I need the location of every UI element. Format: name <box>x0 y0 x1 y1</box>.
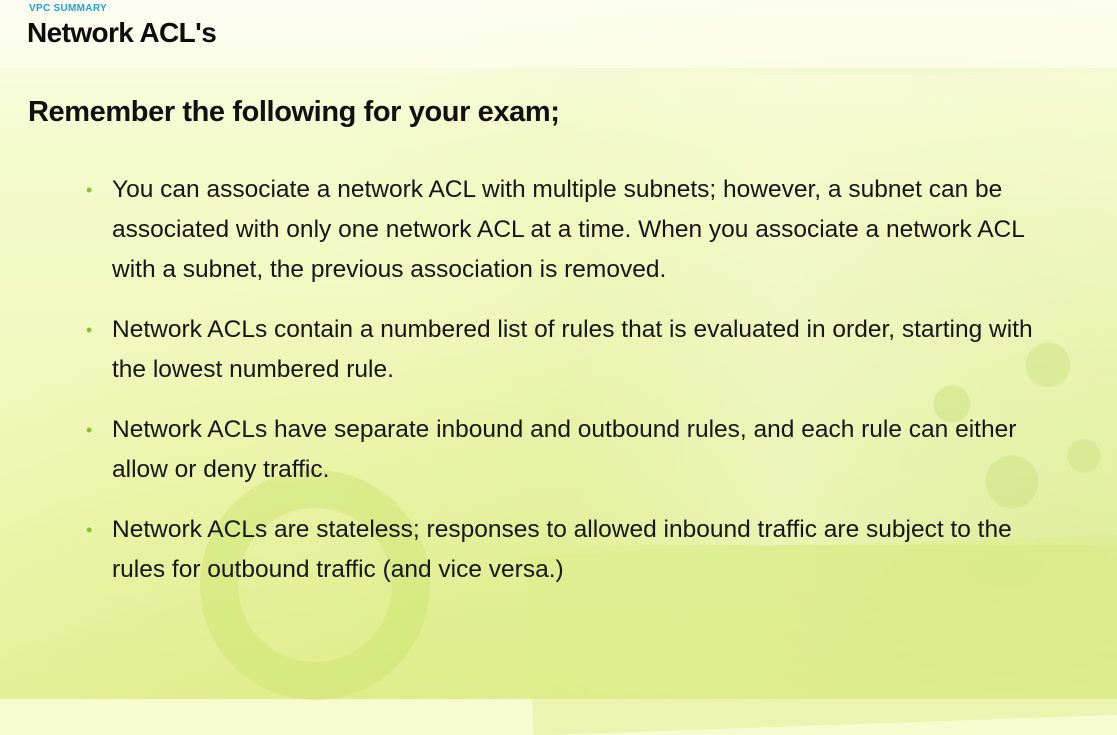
bullet-text: You can associate a network ACL with mul… <box>112 176 1024 283</box>
bullet-text: Network ACLs are stateless; responses to… <box>112 516 1012 583</box>
section-eyebrow: VPC SUMMARY <box>29 3 107 14</box>
background-window-light <box>560 75 1117 545</box>
bullet-item: • You can associate a network ACL with m… <box>86 170 1046 290</box>
background-plant <box>880 300 1117 560</box>
bullet-dot-icon: • <box>86 520 93 540</box>
bullet-item: • Network ACLs contain a numbered list o… <box>86 310 1046 390</box>
bullet-item: • Network ACLs are stateless; responses … <box>86 510 1046 590</box>
slide-subtitle: Remember the following for your exam; <box>28 96 560 128</box>
bullet-list: • You can associate a network ACL with m… <box>86 170 1046 610</box>
bullet-dot-icon: • <box>86 180 93 200</box>
bullet-text: Network ACLs have separate inbound and o… <box>112 416 1017 483</box>
slide-background <box>0 0 1117 699</box>
slide-title: Network ACL's <box>27 17 217 48</box>
bullet-item: • Network ACLs have separate inbound and… <box>86 410 1046 490</box>
bullet-text: Network ACLs contain a numbered list of … <box>112 316 1033 383</box>
bullet-dot-icon: • <box>86 420 93 440</box>
header-band <box>0 0 1117 68</box>
bullet-dot-icon: • <box>86 320 93 340</box>
